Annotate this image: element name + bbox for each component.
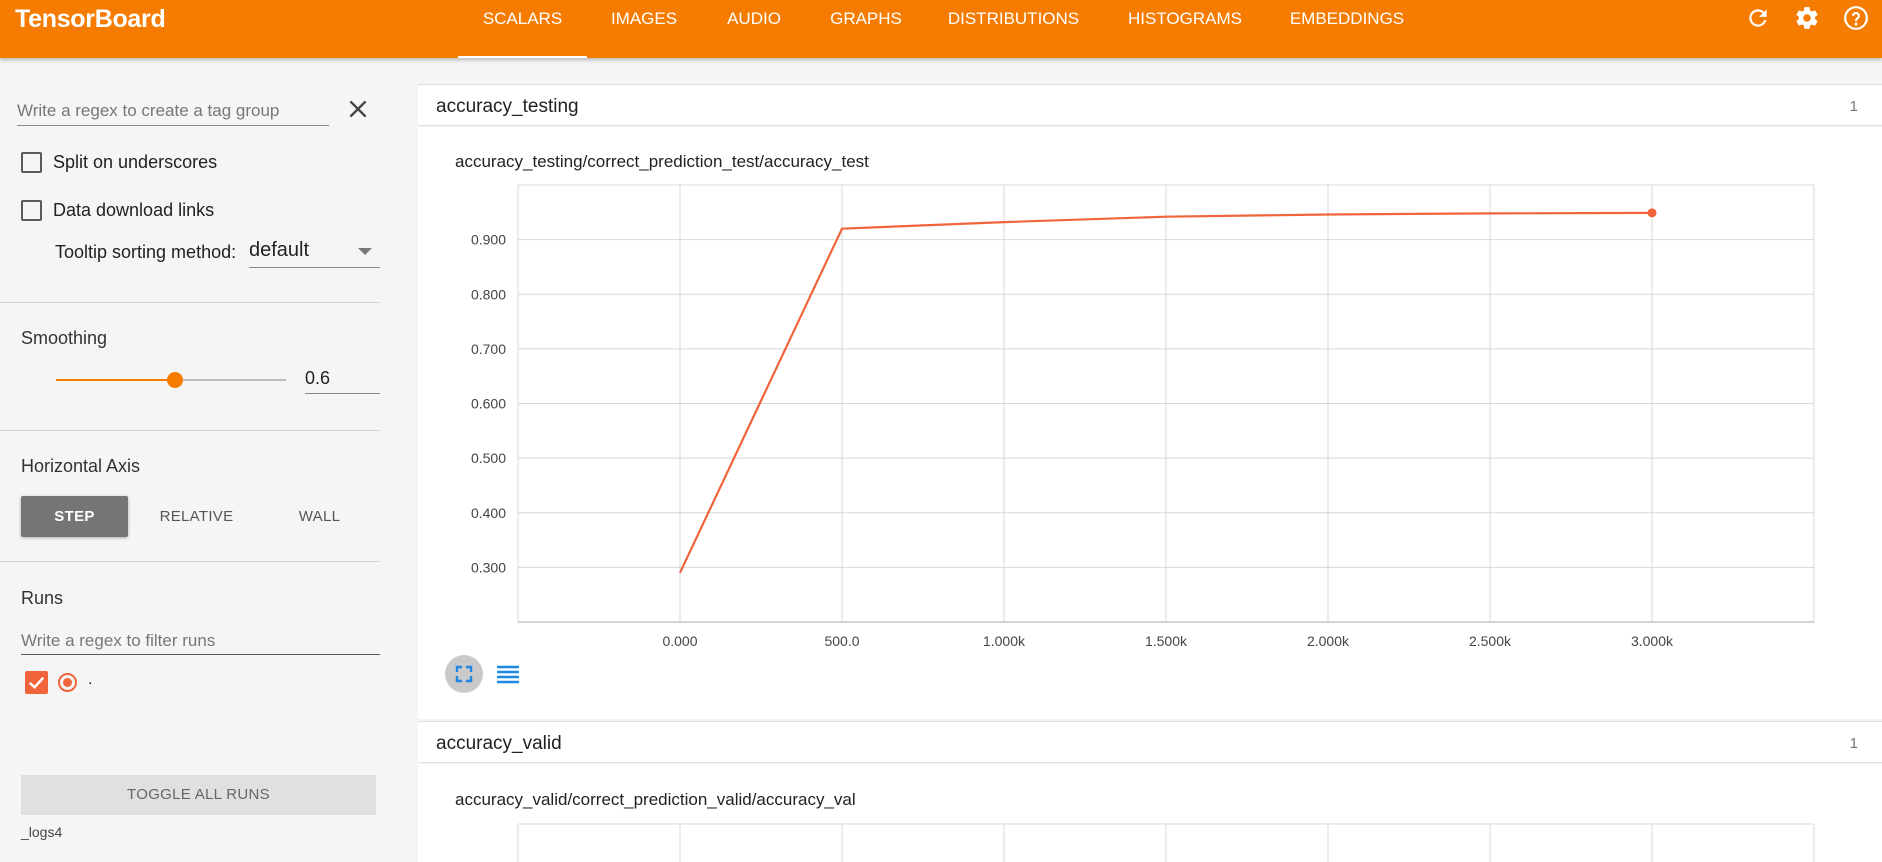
- category-header-accuracy-testing[interactable]: accuracy_testing 1: [418, 84, 1882, 126]
- close-icon[interactable]: [345, 96, 371, 122]
- category-title: accuracy_valid: [436, 733, 562, 754]
- y-tick-label: 0.500: [471, 450, 506, 466]
- refresh-icon[interactable]: [1745, 5, 1771, 31]
- tag-group-regex-input[interactable]: [17, 96, 329, 126]
- smoothing-slider-fill: [56, 379, 175, 381]
- fullscreen-toggle-button[interactable]: [445, 655, 483, 693]
- tooltip-sort-value: default: [249, 239, 310, 261]
- list-lines-icon: [497, 665, 519, 684]
- smoothing-value-input[interactable]: 0.6: [305, 362, 380, 394]
- chart-title: accuracy_testing/correct_prediction_test…: [455, 152, 869, 171]
- x-tick-label: 0.000: [662, 633, 697, 649]
- x-tick-label: 1.500k: [1145, 633, 1188, 649]
- chart-title: accuracy_valid/correct_prediction_valid/…: [455, 790, 856, 809]
- tab-histograms[interactable]: HISTOGRAMS: [1128, 9, 1242, 28]
- axis-wall-button[interactable]: WALL: [298, 508, 341, 525]
- divider: [0, 561, 380, 562]
- x-tick-label: 1.000k: [983, 633, 1026, 649]
- smoothing-slider-knob[interactable]: [167, 372, 183, 388]
- tab-images[interactable]: IMAGES: [610, 9, 678, 28]
- run-color-radio[interactable]: [58, 673, 77, 692]
- horizontal-axis-title: Horizontal Axis: [21, 456, 141, 476]
- y-tick-label: 0.900: [471, 232, 506, 248]
- toggle-all-runs-button[interactable]: TOGGLE ALL RUNS: [21, 775, 376, 815]
- tab-audio[interactable]: AUDIO: [727, 9, 781, 28]
- category-header-accuracy-valid[interactable]: accuracy_valid 1: [418, 721, 1882, 763]
- dropdown-caret-icon: [358, 248, 372, 255]
- split-underscores-label: Split on underscores: [53, 151, 218, 172]
- run-name: .: [88, 671, 93, 688]
- tooltip-sort-dropdown[interactable]: default: [249, 234, 380, 268]
- series-line: [679, 211, 1653, 574]
- y-tick-label: 0.300: [471, 559, 506, 575]
- divider: [0, 430, 380, 431]
- x-tick-label: 2.000k: [1307, 633, 1350, 649]
- y-tick-label: 0.800: [471, 286, 506, 302]
- tab-embeddings[interactable]: EMBEDDINGS: [1289, 9, 1405, 28]
- smoothing-slider[interactable]: [56, 372, 286, 388]
- settings-gear-icon[interactable]: [1794, 5, 1820, 31]
- axis-relative-button[interactable]: RELATIVE: [159, 508, 234, 525]
- runs-title: Runs: [21, 588, 64, 608]
- tab-distributions[interactable]: DISTRIBUTIONS: [947, 9, 1080, 28]
- divider: [0, 302, 380, 303]
- fullscreen-icon: [455, 665, 473, 683]
- x-tick-label: 2.500k: [1469, 633, 1512, 649]
- y-tick-label: 0.600: [471, 396, 506, 412]
- split-underscores-toggle[interactable]: Split on underscores: [21, 150, 217, 174]
- sidebar: Split on underscores Data download links…: [0, 58, 380, 862]
- series-last-point: [1647, 208, 1657, 218]
- download-links-checkbox[interactable]: [21, 199, 42, 221]
- tab-scalars[interactable]: SCALARS: [458, 0, 587, 58]
- logdir-label: _logs4: [21, 824, 63, 840]
- scalar-line-chart[interactable]: 0.000 500.0 1.000k 1.500k 2.000k 2.500k 3.000k…: [418, 165, 1882, 655]
- axis-step-button[interactable]: STEP: [21, 496, 128, 537]
- y-tick-label: 0.700: [471, 341, 506, 357]
- tooltip-sort-label: Tooltip sorting method:: [55, 242, 237, 262]
- runs-filter-input[interactable]: [21, 627, 380, 655]
- run-checkbox[interactable]: [25, 671, 48, 694]
- smoothing-title: Smoothing: [21, 328, 108, 348]
- x-tick-label: 500.0: [824, 633, 859, 649]
- chart-card: [418, 127, 1882, 719]
- download-links-toggle[interactable]: Data download links: [21, 198, 214, 222]
- x-tick-label: 3.000k: [1631, 633, 1674, 649]
- split-underscores-checkbox[interactable]: [21, 151, 42, 173]
- top-app-bar: TensorBoard SCALARS IMAGES AUDIO GRAPHS …: [0, 0, 1882, 58]
- checkmark-icon: [28, 676, 45, 690]
- scalar-line-chart-partial: [517, 823, 1815, 862]
- category-count: 1: [1849, 735, 1858, 752]
- tab-graphs[interactable]: GRAPHS: [830, 9, 902, 28]
- data-table-toggle-button[interactable]: [495, 662, 521, 688]
- category-count: 1: [1849, 98, 1858, 115]
- help-circle-icon[interactable]: [1843, 5, 1869, 31]
- app-brand: TensorBoard: [15, 5, 166, 33]
- category-title: accuracy_testing: [436, 96, 579, 117]
- y-tick-label: 0.400: [471, 505, 506, 521]
- chart-card: [418, 764, 1882, 862]
- download-links-label: Data download links: [53, 199, 215, 220]
